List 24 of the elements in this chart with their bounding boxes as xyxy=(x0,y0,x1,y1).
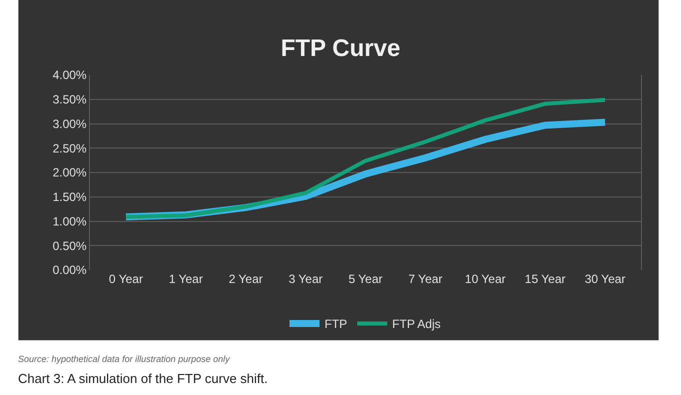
source-note: Source: hypothetical data for illustration purpose only xyxy=(18,354,230,364)
chart-title: FTP Curve xyxy=(280,34,400,62)
y-tick-label: 2.50% xyxy=(52,141,87,156)
x-tick-label: 0 Year xyxy=(108,272,143,286)
legend-label: FTP xyxy=(324,317,348,332)
line-series xyxy=(124,98,608,219)
x-tick-label: 7 Year xyxy=(408,272,442,286)
x-tick-label: 5 Year xyxy=(348,272,383,286)
x-tick-label: 3 Year xyxy=(288,272,323,286)
y-tick-label: 0.50% xyxy=(52,238,87,253)
y-tick-label: 3.00% xyxy=(52,116,87,131)
y-tick-label: 2.00% xyxy=(52,166,87,180)
x-tick-label: 10 Year xyxy=(464,272,506,286)
legend-label: FTP Adjs xyxy=(392,317,441,332)
y-tick-label: 4.00% xyxy=(52,68,87,82)
x-tick-label: 1 Year xyxy=(168,272,203,286)
y-tick-label: 1.50% xyxy=(52,190,87,204)
y-tick-label: 1.00% xyxy=(52,214,87,228)
y-tick-label: 3.50% xyxy=(52,92,87,107)
x-tick-label: 30 Year xyxy=(584,272,626,286)
x-tick-label: 15 Year xyxy=(524,272,566,286)
x-tick-label: 2 Year xyxy=(228,272,263,286)
y-tick-label: 0.00% xyxy=(52,263,87,278)
caption: Chart 3: A simulation of the FTP curve shift. xyxy=(18,371,268,386)
